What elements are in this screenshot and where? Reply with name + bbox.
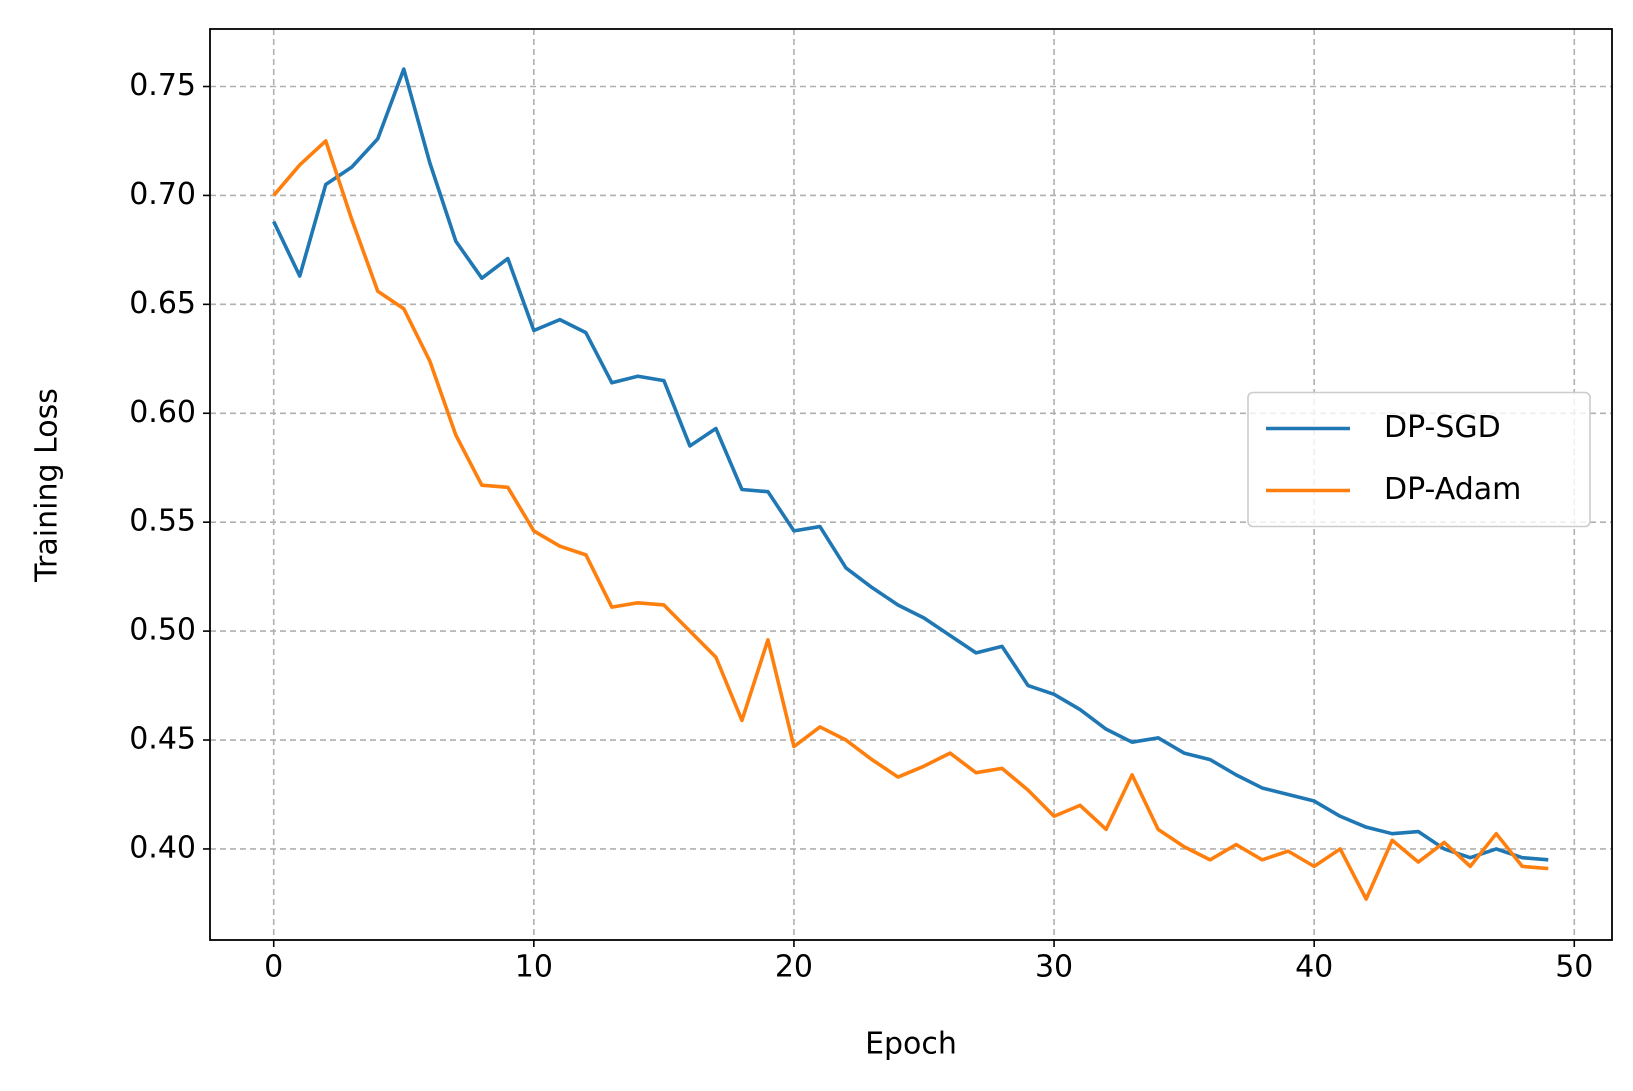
x-axis-label: Epoch — [865, 1027, 957, 1062]
x-tick-label: 10 — [515, 950, 553, 985]
y-tick-label: 0.40 — [129, 830, 196, 865]
y-tick-label: 0.50 — [129, 613, 196, 648]
plot-frame — [209, 28, 1613, 941]
y-axis-label: Training Loss — [30, 388, 65, 583]
x-tick-label: 50 — [1555, 950, 1593, 985]
x-tick-label: 0 — [264, 950, 283, 985]
legend-label: DP-Adam — [1384, 472, 1521, 507]
x-tick-label: 40 — [1295, 950, 1333, 985]
x-tick-label: 20 — [775, 950, 813, 985]
y-tick-label: 0.70 — [129, 177, 196, 212]
y-tick-label: 0.55 — [129, 504, 196, 539]
y-tick-label: 0.75 — [129, 68, 196, 103]
x-tick-label: 30 — [1035, 950, 1073, 985]
series-line — [272, 139, 1549, 901]
legend-label: DP-SGD — [1384, 410, 1501, 445]
y-tick-label: 0.45 — [129, 722, 196, 757]
series-line — [272, 67, 1549, 862]
legend: DP-SGD DP-Adam — [1247, 391, 1591, 528]
legend-box — [1247, 391, 1591, 528]
y-tick-label: 0.65 — [129, 286, 196, 321]
y-tick-label: 0.60 — [129, 395, 196, 430]
